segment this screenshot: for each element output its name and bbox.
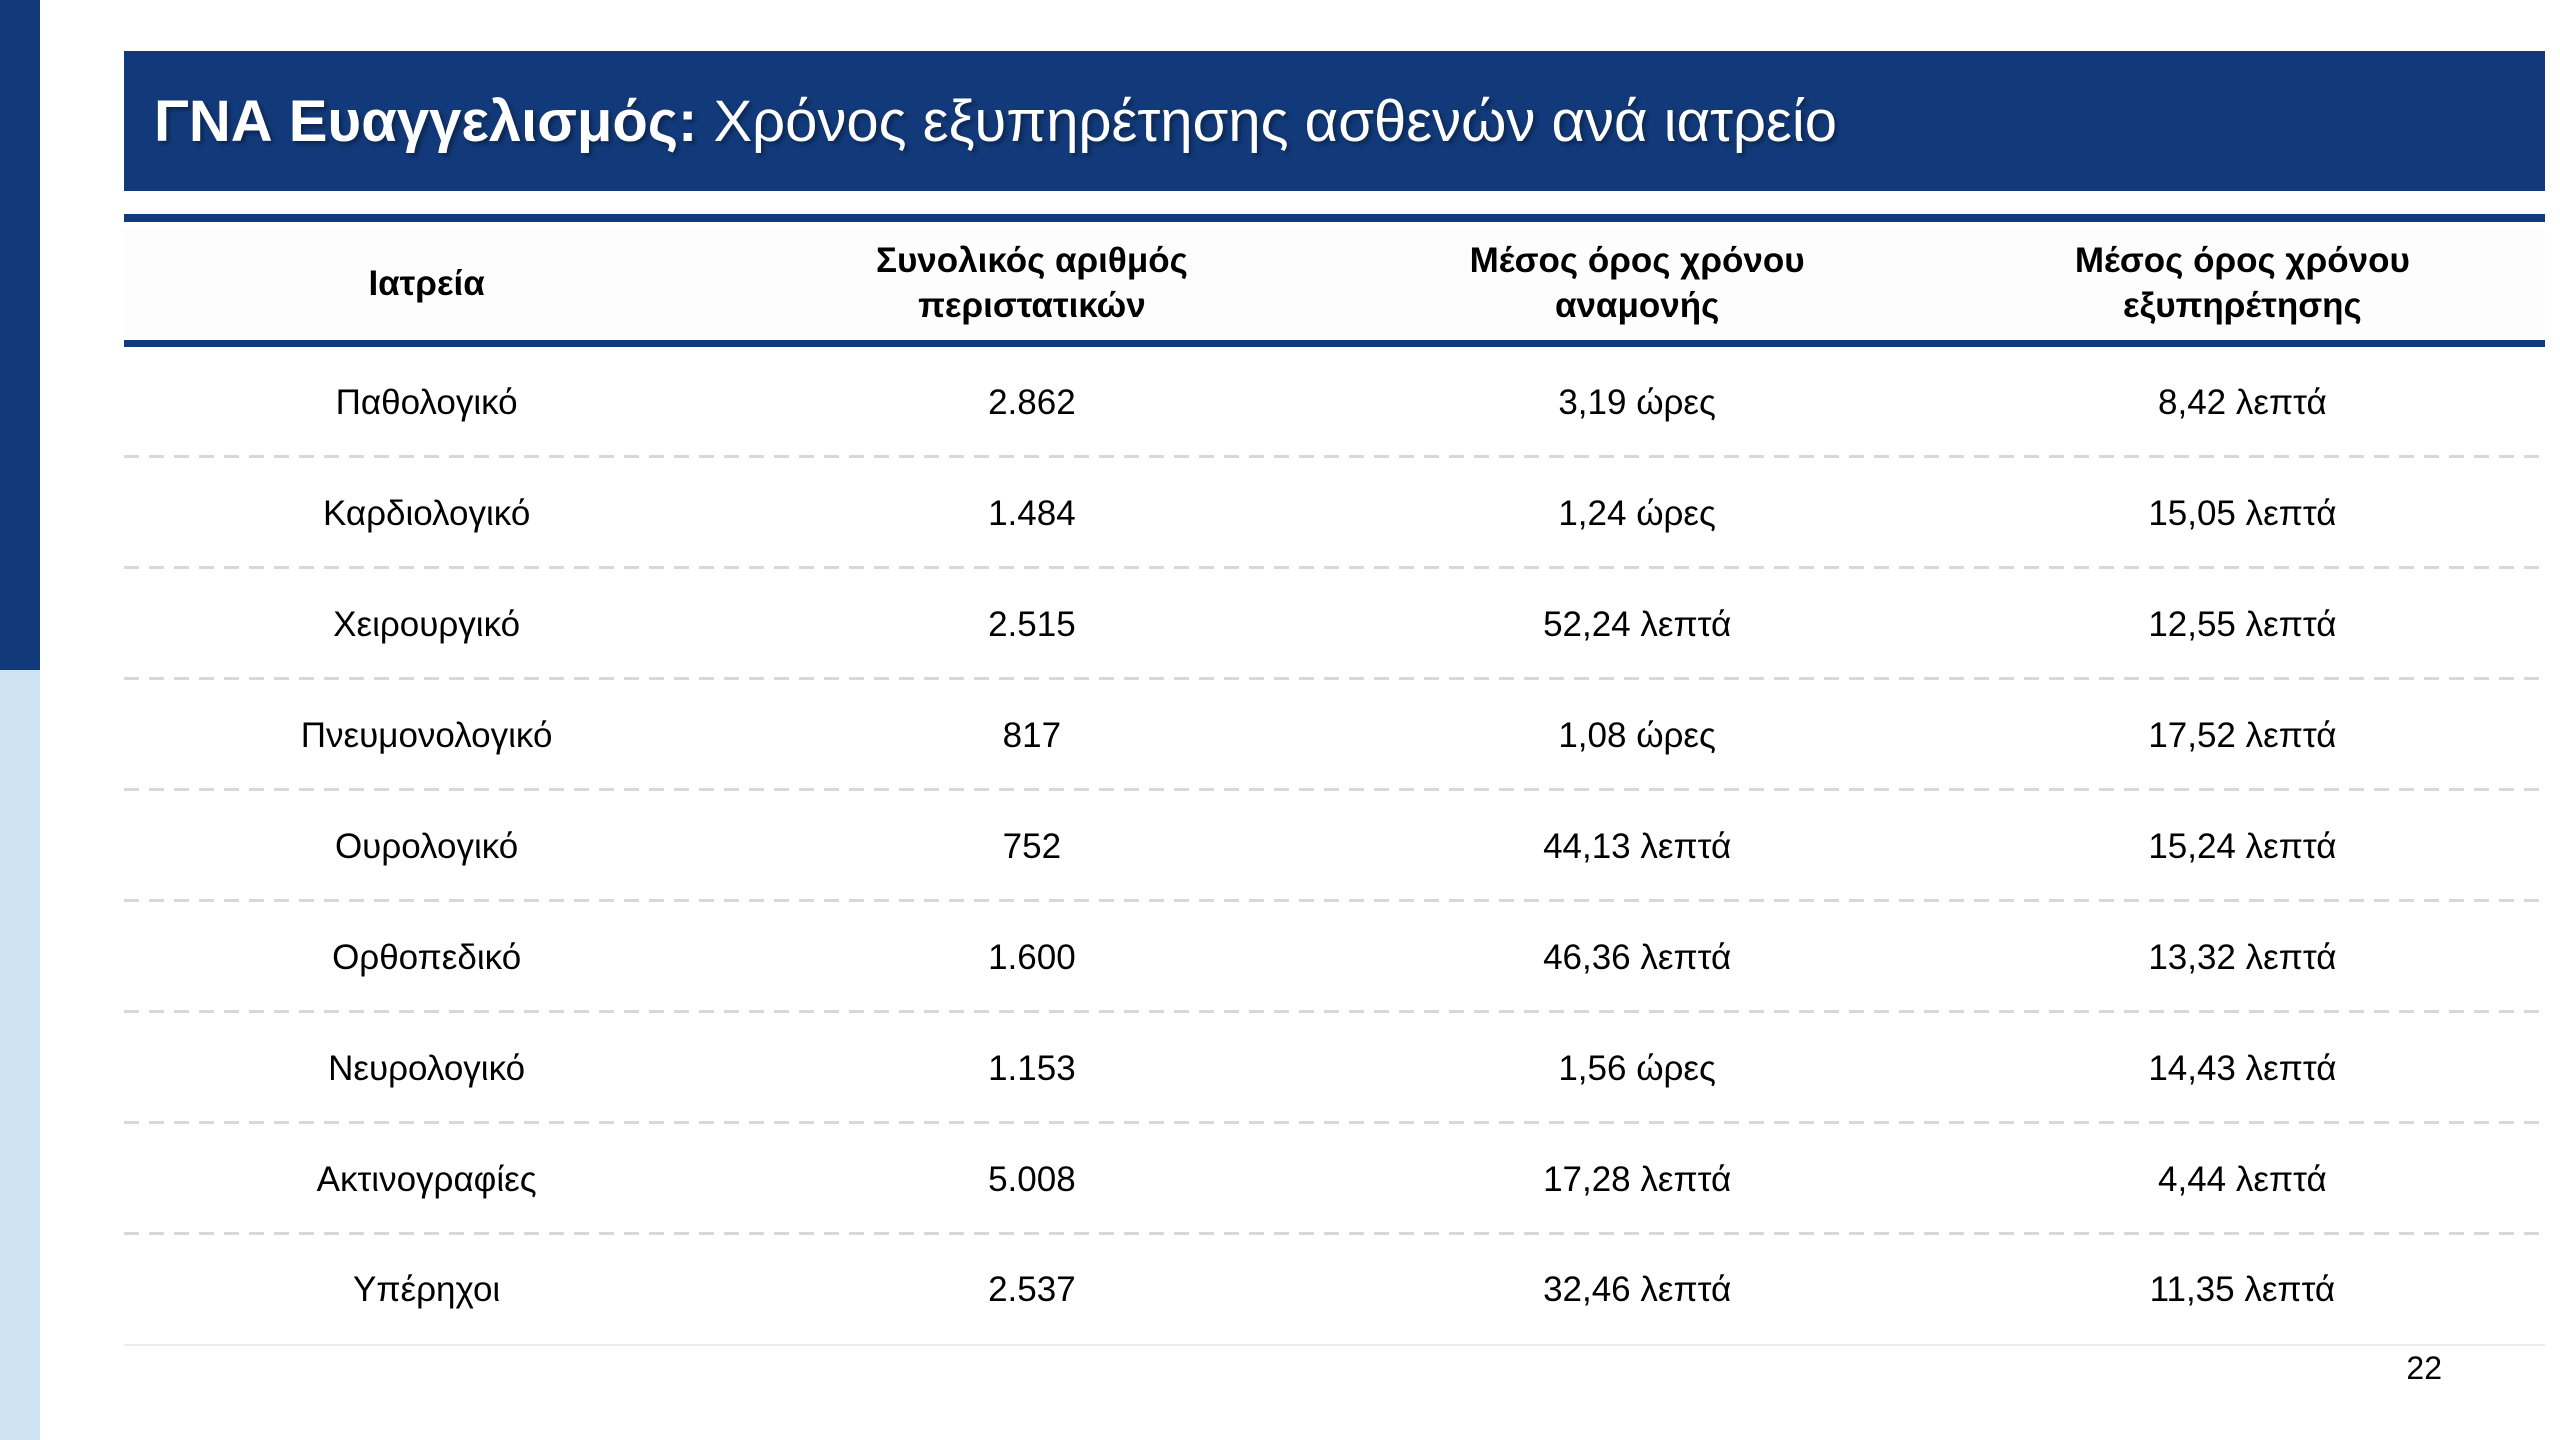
cell-avg-wait: 1,24 ώρες — [1558, 493, 1716, 533]
cell-avg-wait: 1,08 ώρες — [1558, 715, 1716, 755]
table-row: Πνευμονολογικό 817 1,08 ώρες 17,52 λεπτά — [124, 680, 2545, 791]
cell-avg-service: 13,32 λεπτά — [2148, 937, 2337, 977]
cell-avg-wait: 46,36 λεπτά — [1543, 937, 1732, 977]
cell-clinic: Υπέρηχοι — [353, 1269, 501, 1309]
cell-total-cases: 817 — [1002, 715, 1062, 755]
cell-avg-wait: 1,56 ώρες — [1558, 1048, 1716, 1088]
cell-avg-wait: 17,28 λεπτά — [1543, 1159, 1732, 1199]
table-body: Παθολογικό 2.862 3,19 ώρες 8,42 λεπτά Κα… — [124, 347, 2545, 1346]
cell-clinic: Καρδιολογικό — [322, 493, 531, 533]
cell-avg-service: 4,44 λεπτά — [2158, 1159, 2327, 1199]
column-header-clinics: Ιατρεία — [368, 263, 485, 303]
table-row: Υπέρηχοι 2.537 32,46 λεπτά 11,35 λεπτά — [124, 1235, 2545, 1346]
table-row: Καρδιολογικό 1.484 1,24 ώρες 15,05 λεπτά — [124, 458, 2545, 569]
cell-total-cases: 2.862 — [988, 382, 1076, 422]
title-subject: Χρόνος εξυπηρέτησης ασθενών ανά ιατρείο — [713, 88, 1838, 154]
cell-total-cases: 1.600 — [988, 937, 1076, 977]
cell-avg-service: 12,55 λεπτά — [2148, 604, 2337, 644]
cell-total-cases: 1.153 — [988, 1048, 1076, 1088]
cell-clinic: Χειρουργικό — [333, 604, 521, 644]
column-header-total-cases: Συνολικός αριθμός περιστατικών — [875, 241, 1188, 325]
cell-avg-service: 15,24 λεπτά — [2148, 826, 2337, 866]
cell-clinic: Παθολογικό — [335, 382, 518, 422]
cell-clinic: Πνευμονολογικό — [300, 715, 553, 755]
cell-clinic: Ορθοπεδικό — [332, 937, 522, 977]
table-row: Χειρουργικό 2.515 52,24 λεπτά 12,55 λεπτ… — [124, 569, 2545, 680]
cell-avg-wait: 3,19 ώρες — [1558, 382, 1716, 422]
page-title: ΓΝΑ Ευαγγελισμός: Χρόνος εξυπηρέτησης ασ… — [124, 88, 1837, 155]
cell-clinic: Ουρολογικό — [334, 826, 519, 866]
table-row: Παθολογικό 2.862 3,19 ώρες 8,42 λεπτά — [124, 347, 2545, 458]
cell-total-cases: 1.484 — [988, 493, 1076, 533]
cell-avg-service: 14,43 λεπτά — [2148, 1048, 2337, 1088]
cell-avg-wait: 32,46 λεπτά — [1543, 1269, 1732, 1309]
cell-total-cases: 5.008 — [988, 1159, 1076, 1199]
title-hospital-name: ΓΝΑ Ευαγγελισμός: — [154, 88, 714, 154]
cell-avg-service: 15,05 λεπτά — [2148, 493, 2337, 533]
table-row: Ουρολογικό 752 44,13 λεπτά 15,24 λεπτά — [124, 791, 2545, 902]
cell-avg-service: 17,52 λεπτά — [2148, 715, 2337, 755]
cell-total-cases: 752 — [1002, 826, 1062, 866]
cell-clinic: Ακτινογραφίες — [316, 1159, 537, 1199]
column-header-avg-service: Μέσος όρος χρόνου εξυπηρέτησης — [2074, 241, 2410, 325]
left-accent-bar-navy — [0, 0, 40, 670]
cell-avg-wait: 44,13 λεπτά — [1543, 826, 1732, 866]
title-divider-rule — [124, 214, 2545, 222]
cell-avg-wait: 52,24 λεπτά — [1543, 604, 1732, 644]
left-accent-bar-lightblue — [0, 670, 40, 1440]
cell-total-cases: 2.515 — [988, 604, 1076, 644]
clinic-service-times-table: Ιατρεία Συνολικός αριθμός περιστατικών Μ… — [124, 228, 2545, 1346]
cell-total-cases: 2.537 — [988, 1269, 1076, 1309]
slide-title-bar: ΓΝΑ Ευαγγελισμός: Χρόνος εξυπηρέτησης ασ… — [124, 51, 2545, 191]
column-header-avg-wait: Μέσος όρος χρόνου αναμονής — [1469, 241, 1805, 325]
table-row: Ορθοπεδικό 1.600 46,36 λεπτά 13,32 λεπτά — [124, 902, 2545, 1013]
table-header-row: Ιατρεία Συνολικός αριθμός περιστατικών Μ… — [124, 228, 2545, 347]
table-row: Ακτινογραφίες 5.008 17,28 λεπτά 4,44 λεπ… — [124, 1124, 2545, 1235]
table-row: Νευρολογικό 1.153 1,56 ώρες 14,43 λεπτά — [124, 1013, 2545, 1124]
cell-avg-service: 11,35 λεπτά — [2149, 1269, 2336, 1309]
cell-clinic: Νευρολογικό — [328, 1048, 526, 1088]
page-number: 22 — [2406, 1350, 2442, 1386]
cell-avg-service: 8,42 λεπτά — [2158, 382, 2327, 422]
